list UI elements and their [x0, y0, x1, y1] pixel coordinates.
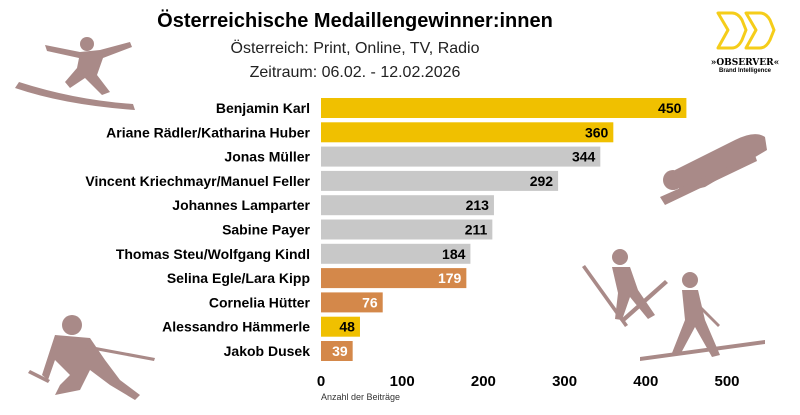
value-label: 360	[585, 124, 609, 140]
bar	[321, 243, 471, 264]
bar	[321, 146, 601, 167]
chart-period: Zeitraum: 06.02. - 12.02.2026	[249, 64, 461, 81]
category-label: Thomas Steu/Wolfgang Kindl	[116, 246, 310, 262]
snowboarder-silhouette-icon	[15, 37, 135, 110]
bar	[321, 122, 614, 143]
value-label: 39	[332, 343, 348, 359]
bar	[321, 219, 493, 240]
x-tick-label: 0	[317, 373, 325, 390]
category-label: Ariane Rädler/Katharina Huber	[106, 124, 310, 140]
bar	[321, 316, 360, 337]
x-tick-label: 200	[471, 373, 496, 390]
category-label: Sabine Payer	[222, 222, 310, 238]
category-label: Cornelia Hütter	[209, 294, 311, 310]
value-label: 292	[530, 173, 554, 189]
x-tick-label: 400	[633, 373, 658, 390]
x-tick-label: 500	[714, 373, 739, 390]
value-label: 450	[658, 100, 682, 116]
value-label: 184	[442, 246, 466, 262]
value-label: 179	[438, 270, 462, 286]
bar	[321, 170, 559, 191]
skiers-silhouette-icon	[582, 249, 765, 361]
chart-title: Österreichische Medaillengewinner:innen	[157, 10, 553, 32]
category-label: Alessandro Hämmerle	[162, 319, 310, 335]
bar	[321, 195, 494, 216]
value-label: 48	[339, 319, 355, 335]
luge-silhouette-icon	[660, 134, 767, 205]
value-label: 344	[572, 149, 596, 165]
logo-tagline: Brand Intelligence	[718, 68, 771, 74]
category-label: Selina Egle/Lara Kipp	[167, 270, 310, 286]
double-chevron-icon	[716, 11, 776, 50]
category-label: Vincent Kriechmayr/Manuel Feller	[85, 173, 310, 189]
observer-logo: »OBSERVER« Brand Intelligence	[700, 8, 790, 74]
chart-subtitle: Österreich: Print, Online, TV, Radio	[230, 40, 480, 57]
category-label: Johannes Lamparter	[172, 197, 310, 213]
alpine-skier-silhouette-icon	[28, 315, 155, 400]
category-label: Benjamin Karl	[216, 100, 310, 116]
bar	[321, 268, 467, 289]
x-axis-label: Anzahl der Beiträge	[321, 392, 400, 402]
bar	[321, 98, 687, 118]
bar	[321, 341, 353, 361]
bar	[321, 292, 383, 313]
category-label: Jonas Müller	[224, 149, 310, 165]
x-tick-label: 100	[390, 373, 415, 390]
value-label: 76	[362, 294, 378, 310]
value-label: 213	[466, 197, 490, 213]
category-label: Jakob Dusek	[224, 343, 311, 359]
x-tick-label: 300	[552, 373, 577, 390]
logo-brand: »OBSERVER«	[710, 58, 780, 68]
value-label: 211	[465, 222, 488, 238]
